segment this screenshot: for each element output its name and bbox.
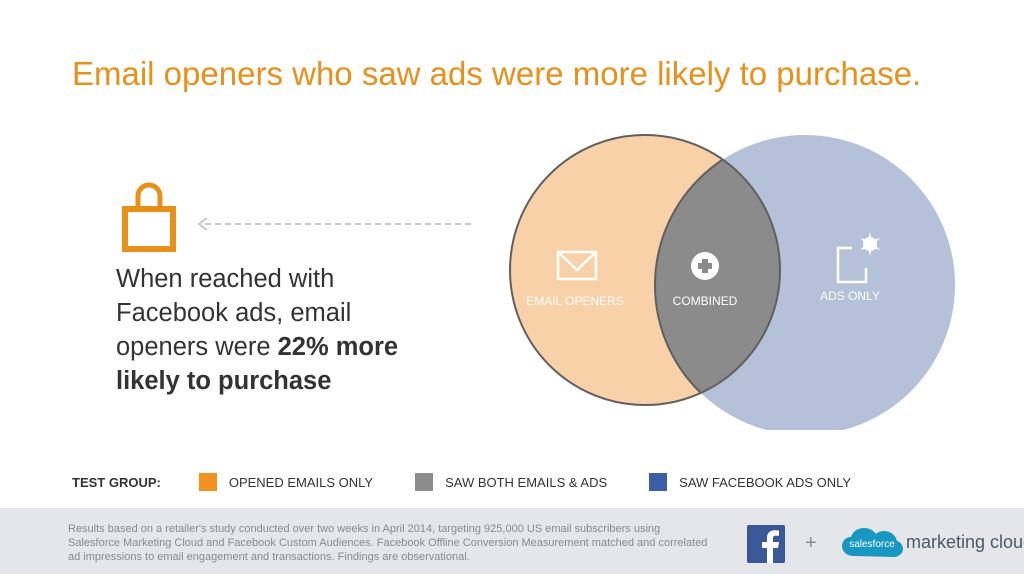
- claim-text: When reached with Facebook ads, email op…: [116, 265, 399, 395]
- email-openers-label: EMAIL OPENERS: [526, 294, 624, 308]
- page-title: Email openers who saw ads were more like…: [72, 55, 922, 92]
- legend-swatch: [415, 473, 434, 491]
- plus-separator: +: [805, 532, 817, 554]
- plus-circle-icon: [691, 252, 719, 280]
- legend-item-both: SAW BOTH EMAILS & ADS: [415, 473, 607, 491]
- footer: Results based on a retailer's study cond…: [0, 508, 1024, 574]
- dashed-arrow-icon: [197, 217, 475, 231]
- legend-swatch: [649, 473, 668, 491]
- disclaimer-text: Results based on a retailer's study cond…: [68, 523, 708, 563]
- ad-icon: [836, 232, 880, 284]
- legend-swatch: [198, 473, 217, 491]
- salesforce-logo-icon: salesforce: [842, 528, 903, 557]
- venn-diagram: EMAIL OPENERS COMBINED ADS ONLY: [509, 134, 955, 430]
- legend-item-emails: OPENED EMAILS ONLY: [198, 473, 373, 491]
- combined-overlap: [655, 135, 780, 405]
- legend-item-ads: SAW FACEBOOK ADS ONLY: [649, 473, 851, 491]
- combined-label: COMBINED: [673, 294, 738, 308]
- facebook-logo-icon: [747, 525, 785, 563]
- salesforce-product-name: marketing cloud: [906, 532, 1024, 552]
- shopping-bag-icon: [122, 182, 176, 252]
- legend: TEST GROUP: OPENED EMAILS ONLY SAW BOTH …: [72, 472, 893, 492]
- svg-text:salesforce: salesforce: [849, 539, 895, 550]
- ads-only-label: ADS ONLY: [820, 289, 880, 303]
- legend-title: TEST GROUP:: [72, 474, 161, 490]
- envelope-icon: [556, 250, 598, 281]
